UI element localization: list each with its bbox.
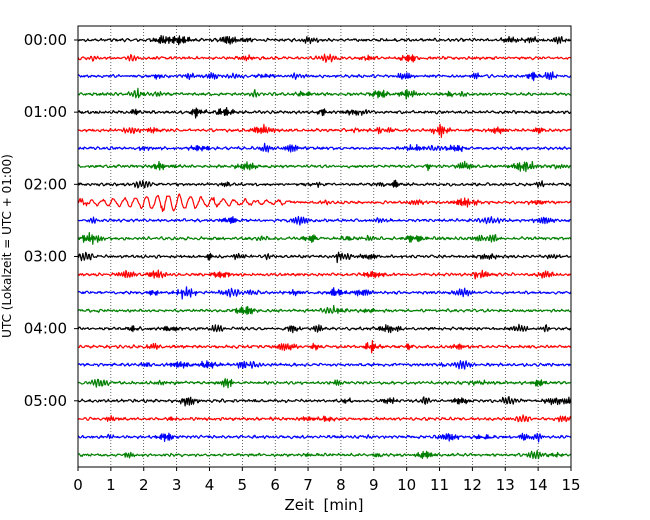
y-tick-label: 04:00 [24,320,67,338]
x-tick-label: 1 [106,476,116,494]
y-axis-label: UTC (Lokalzeit = UTC + 01:00) [0,154,14,338]
seismogram-trace [78,396,572,407]
y-tick-label: 01:00 [24,103,67,121]
seismogram-trace [77,304,572,316]
x-tick-label: 0 [73,476,83,494]
seismogram-trace [77,286,572,300]
x-tick-label: 4 [205,476,215,494]
y-tick-label: 02:00 [24,175,67,193]
x-tick-label: 13 [496,476,515,494]
seismogram-trace [77,360,572,370]
x-tick-label: 7 [303,476,313,494]
x-tick-label: 15 [561,476,580,494]
y-tick-label: 05:00 [24,392,67,410]
seismogram-trace [77,340,572,354]
seismogram-trace [77,160,572,173]
x-tick-label: 11 [430,476,449,494]
seismogram-trace [77,251,572,264]
y-tick-label: 03:00 [24,247,67,265]
x-axis-label: Zeit [min] [284,496,363,514]
seismogram-trace [77,269,572,280]
seismogram-trace [77,71,572,82]
x-tick-label: 8 [336,476,346,494]
x-tick-label: 2 [139,476,149,494]
seismogram-trace [77,53,572,63]
x-tick-label: 5 [238,476,248,494]
x-tick-label: 3 [172,476,182,494]
y-axis-ticks: 00:00 01:00 02:00 03:00 04:00 05:00 [24,31,78,410]
seismogram-trace [77,123,572,138]
seismogram-trace [78,107,572,119]
seismogram-trace [77,87,572,100]
seismogram-trace [78,414,572,423]
seismogram-trace [77,193,572,213]
x-tick-label: 14 [529,476,548,494]
x-tick-label: 9 [369,476,379,494]
seismogram-trace [77,323,572,334]
seismogram-trace [77,142,572,153]
x-axis-ticks: 0 1 2 3 4 5 6 7 8 9 10 11 12 13 14 15 [73,467,581,494]
seismogram-trace [77,378,572,389]
x-tick-label: 6 [270,476,280,494]
x-tick-label: 12 [463,476,482,494]
x-tick-label: 10 [397,476,416,494]
trace-group [77,34,572,460]
seismogram-trace [77,215,572,226]
seismogram-trace [77,449,572,460]
seismogram-trace [77,179,572,189]
plot-frame [77,25,572,468]
seismogram-trace [77,34,572,46]
seismogram-trace [77,232,572,245]
seismogram-trace [77,432,572,443]
y-tick-label: 00:00 [24,31,67,49]
